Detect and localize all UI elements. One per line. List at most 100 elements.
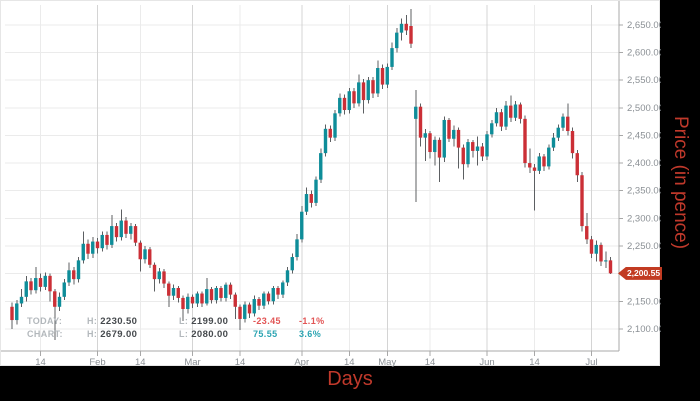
candle: [48, 275, 52, 292]
y-axis-title: Price (in pence): [670, 116, 691, 250]
candle: [480, 146, 484, 157]
candle: [114, 226, 119, 238]
candle: [19, 296, 24, 304]
candle: [76, 260, 81, 280]
candle: [43, 275, 47, 287]
candle: [328, 128, 332, 138]
candle: [461, 147, 465, 165]
candle: [585, 226, 589, 240]
candle: [342, 97, 347, 111]
candle: [314, 179, 318, 203]
candle: [152, 264, 157, 280]
candle: [119, 220, 123, 238]
candle: [499, 112, 503, 127]
y-tick-label: 2,450.00: [627, 130, 661, 141]
y-tick-label: 2,600.00: [627, 48, 661, 59]
y-tick-label: 2,400.00: [627, 158, 661, 169]
candle: [566, 116, 570, 132]
candle: [281, 282, 285, 295]
candle: [471, 142, 475, 151]
candle: [162, 271, 166, 284]
candlestick-chart[interactable]: 2,100.002,150.002,200.002,250.002,300.00…: [1, 1, 661, 367]
chart-panel: 2,100.002,150.002,200.002,250.002,300.00…: [0, 0, 662, 367]
candle: [91, 241, 95, 254]
candle: [447, 119, 451, 139]
candle: [490, 123, 494, 135]
last-price-badge: 2,200.55: [618, 266, 662, 280]
candle: [295, 239, 299, 258]
candle: [380, 68, 385, 85]
candle: [433, 139, 437, 153]
candle: [399, 23, 404, 33]
candle: [195, 293, 199, 304]
candle: [361, 82, 366, 101]
legend-low-key: L:: [179, 316, 189, 326]
candle: [537, 156, 541, 171]
x-tick-label: Mar: [184, 357, 200, 367]
legend-chart-low: 2080.00: [191, 329, 229, 340]
candle: [452, 129, 456, 139]
legend-row-today: TODAY: H: 2230.50 L: 2199.00 -23.45 -1.1…: [27, 315, 325, 328]
candle: [10, 306, 14, 321]
candle: [523, 118, 527, 164]
y-tick-label: 2,500.00: [627, 103, 661, 114]
x-tick-label: May: [378, 357, 396, 367]
x-tick-label: 14: [425, 357, 436, 367]
candle: [105, 234, 109, 245]
candle: [418, 106, 423, 138]
candle: [570, 131, 575, 154]
candle: [366, 80, 370, 101]
candle: [34, 278, 38, 291]
candle: [252, 299, 256, 314]
candle: [209, 289, 214, 301]
candle: [57, 296, 62, 307]
candle: [262, 293, 266, 306]
candle: [323, 128, 328, 154]
x-axis-title: Days: [327, 368, 373, 390]
candle: [371, 80, 375, 94]
candle: [532, 167, 537, 171]
candle: [385, 66, 389, 85]
candle: [575, 153, 579, 176]
candle: [604, 260, 608, 262]
candle: [518, 104, 522, 119]
candle: [352, 91, 356, 104]
candle: [561, 116, 565, 128]
y-tick-label: 2,300.00: [627, 213, 661, 224]
candle: [556, 127, 560, 138]
candle: [319, 153, 323, 180]
candle: [423, 133, 427, 138]
x-tick-label: 14: [344, 357, 355, 367]
candle: [148, 249, 152, 265]
candle: [509, 105, 513, 118]
candle: [390, 48, 394, 67]
candle: [357, 82, 361, 104]
candle: [81, 243, 85, 261]
candle: [304, 194, 309, 212]
candle: [442, 119, 446, 158]
candle: [167, 283, 171, 296]
candle: [300, 211, 304, 240]
candle: [338, 97, 342, 114]
y-tick-label: 2,350.00: [627, 186, 661, 197]
candle: [285, 270, 290, 283]
candle: [347, 91, 351, 111]
legend-chart-change: 75.55: [253, 329, 278, 339]
candle: [190, 296, 195, 304]
x-tick-label: 14: [35, 357, 46, 367]
candle: [176, 287, 180, 298]
legend-high-key: H:: [87, 329, 98, 339]
candle: [62, 282, 66, 297]
candle: [428, 133, 432, 153]
x-tick-label: 14: [529, 357, 540, 367]
candle: [437, 139, 442, 158]
candle: [271, 287, 275, 302]
candle: [404, 23, 408, 31]
candle: [24, 281, 28, 297]
candle: [599, 244, 603, 262]
y-tick-label: 2,150.00: [627, 296, 661, 307]
legend-today-change: -23.45: [253, 316, 281, 326]
candle: [214, 287, 218, 301]
candle: [276, 287, 280, 295]
